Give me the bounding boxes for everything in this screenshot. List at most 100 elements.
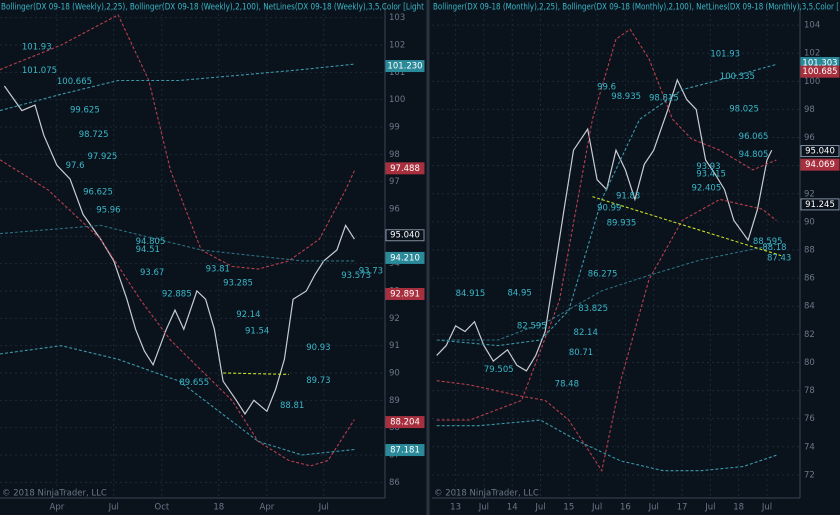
price-annotation: 92.885	[162, 290, 192, 300]
price-annotation: 93.81	[206, 264, 230, 274]
y-tick-label: 97	[389, 177, 400, 187]
price-tag-label: 87.181	[390, 446, 420, 456]
y-tick-label: 90	[804, 217, 815, 227]
price-annotation: 78.48	[555, 379, 579, 389]
price-tag-label: 101.230	[387, 62, 422, 72]
price-annotation: 88.595	[753, 237, 783, 247]
series-line	[223, 372, 289, 375]
series-line	[3, 85, 355, 416]
price-annotation: 93.93	[696, 162, 720, 172]
price-annotation: 79.505	[484, 365, 514, 375]
price-tag-label: 92.891	[390, 289, 420, 299]
series-line	[0, 63, 355, 112]
series-line	[436, 243, 777, 341]
price-annotation: 98.935	[611, 92, 641, 102]
price-annotation: 87.43	[767, 254, 791, 264]
price-annotation: 93.73	[359, 267, 383, 277]
x-tick-label: 17	[677, 503, 688, 513]
price-tag-box	[800, 145, 840, 158]
price-annotation: 93.67	[140, 268, 164, 278]
price-tag-label: 95.040	[390, 231, 420, 241]
price-annotation: 84.95	[507, 288, 531, 298]
price-annotation: 93.573	[341, 271, 371, 281]
series-line	[436, 28, 777, 421]
y-tick-label: 102	[804, 49, 820, 59]
price-tag-box	[385, 162, 425, 175]
price-annotation: 88.81	[280, 401, 304, 411]
price-tag-box	[385, 60, 425, 73]
y-tick-label: 86	[804, 274, 815, 284]
x-tick-label: Jul	[534, 503, 545, 513]
y-tick-label: 82	[804, 330, 815, 340]
x-tick-label: 14	[507, 503, 518, 513]
price-annotation: 86.275	[588, 270, 618, 280]
price-tag-box	[385, 444, 425, 457]
y-tick-label: 94	[389, 259, 400, 269]
price-tag-label: 94.210	[390, 253, 420, 263]
series-line	[592, 196, 782, 257]
series-line	[0, 345, 355, 456]
price-annotation: 89.935	[607, 218, 637, 228]
series-line	[0, 224, 355, 262]
price-tag-box	[800, 198, 840, 211]
price-annotation: 90.93	[306, 343, 330, 353]
price-annotation: 92.405	[691, 184, 721, 194]
y-tick-label: 86	[389, 478, 400, 488]
y-tick-label: 80	[804, 358, 815, 368]
x-tick-label: Apr	[50, 503, 65, 513]
y-tick-label: 76	[804, 414, 815, 424]
y-tick-label: 103	[389, 13, 405, 23]
price-tag-label: 95.040	[805, 147, 835, 157]
y-tick-label: 89	[389, 396, 400, 406]
price-annotation: 91.83	[616, 192, 640, 202]
price-annotation: 93.415	[696, 169, 726, 179]
price-annotation: 96.065	[739, 132, 769, 142]
price-annotation: 97.6	[66, 161, 85, 171]
price-annotation: 100.335	[720, 72, 755, 82]
price-tag-box	[385, 251, 425, 264]
y-tick-label: 104	[804, 21, 820, 31]
y-tick-label: 90	[389, 369, 400, 379]
price-annotation: 98.725	[79, 130, 109, 140]
x-tick-label: Oct	[155, 503, 170, 513]
price-annotation: 80.71	[569, 348, 593, 358]
x-tick-label: Jul	[318, 503, 329, 513]
price-annotation: 88.18	[762, 243, 786, 253]
x-tick-label: Jul	[478, 503, 489, 513]
price-tag-label: 94.069	[805, 160, 835, 170]
y-tick-label: 100	[804, 77, 820, 87]
x-tick-label: 18	[733, 503, 744, 513]
indicator-header: Bollinger(DX 09-18 (Monthly),2,25), Boll…	[433, 3, 839, 13]
x-tick-label: 16	[620, 503, 631, 513]
x-tick-label: Jul	[108, 503, 119, 513]
price-tag-box	[800, 65, 840, 78]
y-tick-label: 102	[389, 41, 405, 51]
price-annotation: 82.595	[517, 321, 547, 331]
price-annotation: 83.825	[578, 304, 608, 314]
price-tag-label: 101.303	[802, 58, 837, 68]
y-tick-label: 72	[804, 470, 815, 480]
y-tick-label: 84	[804, 302, 815, 312]
y-tick-label: 78	[804, 386, 815, 396]
x-tick-label: 13	[450, 503, 461, 513]
x-tick-label: Jul	[648, 503, 659, 513]
price-tag-box	[385, 287, 425, 300]
y-tick-label: 92	[804, 189, 815, 199]
price-annotation: 94.51	[136, 245, 160, 255]
price-annotation: 95.96	[96, 206, 120, 216]
price-annotation: 100.665	[57, 77, 92, 87]
y-tick-label: 88	[804, 246, 815, 256]
x-tick-label: Jul	[591, 503, 602, 513]
price-annotation: 98.815	[649, 93, 679, 103]
series-line	[0, 14, 355, 270]
price-annotation: 101.075	[22, 66, 57, 76]
price-annotation: 89.655	[179, 378, 209, 388]
price-annotation: 91.54	[245, 326, 269, 336]
price-annotation: 89.73	[306, 376, 330, 386]
price-tag-label: 97.488	[390, 164, 420, 174]
y-tick-label: 99	[389, 123, 400, 133]
indicator-header: Bollinger(DX 09-18 (Weekly),2,25), Bolli…	[1, 3, 425, 13]
y-tick-label: 98	[389, 150, 400, 160]
y-tick-label: 88	[389, 423, 400, 433]
